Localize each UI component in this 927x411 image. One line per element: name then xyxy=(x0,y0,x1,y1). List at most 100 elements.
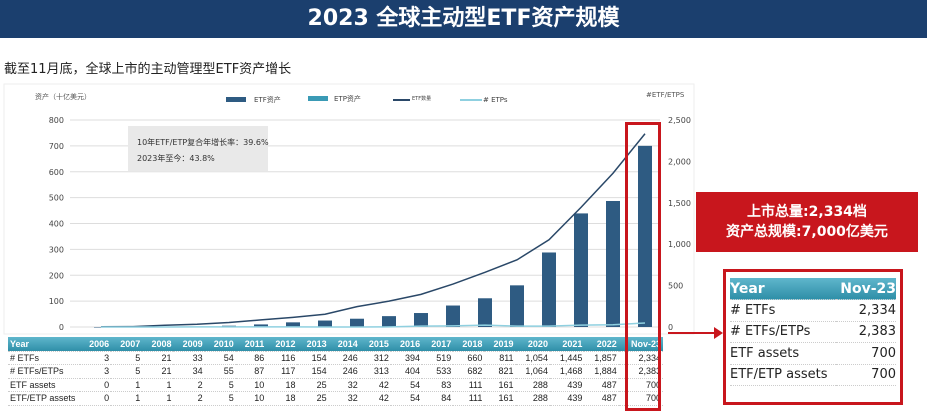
table-cell: ETF assets xyxy=(8,378,80,392)
table-cell: 821 xyxy=(484,364,516,379)
table-cell: 21 xyxy=(142,351,174,365)
table-cell: 2,334 xyxy=(835,299,896,322)
table-cell: 54 xyxy=(390,391,423,406)
table-cell: 700 xyxy=(835,342,896,365)
bar-etf-assets xyxy=(286,322,300,327)
bar-etf-assets xyxy=(414,313,428,327)
table-cell: 2020 xyxy=(515,337,550,352)
table-cell: Year xyxy=(8,337,80,352)
table-cell: 3 xyxy=(80,351,112,365)
table-cell: 54 xyxy=(204,351,236,365)
table-cell: 1 xyxy=(111,391,143,406)
table-cell: 111 xyxy=(453,391,485,406)
table-cell: 2,383 xyxy=(835,321,896,343)
table-cell: 2015 xyxy=(359,337,391,352)
bar-etf-assets xyxy=(478,298,492,327)
table-cell: ETF assets xyxy=(730,342,836,365)
table-cell: 2006 xyxy=(80,337,112,352)
table-cell: 32 xyxy=(328,391,360,406)
y-tick-label: 700 xyxy=(49,142,64,151)
table-cell: 682 xyxy=(453,364,485,379)
table-cell: Nov-23 xyxy=(835,278,896,300)
table-cell: 84 xyxy=(422,391,454,406)
highlight-frame xyxy=(625,122,661,411)
table-cell: 25 xyxy=(297,378,329,392)
table-cell: 1,884 xyxy=(584,364,619,379)
bar-etf-assets xyxy=(606,200,620,327)
y-tick-label: 500 xyxy=(49,194,64,203)
line-etf-count xyxy=(100,133,646,328)
table-cell: 394 xyxy=(390,351,423,365)
table-cell: 5 xyxy=(111,364,143,379)
subtitle: 截至11月底，全球上市的主动管理型ETF资产增长 xyxy=(4,62,292,77)
chart: 0 100 200 300 400 500 600 700 800 0 500 1,000 1,500 2… xyxy=(3,83,695,335)
table-cell: 54 xyxy=(390,378,423,392)
y-tick-label: 200 xyxy=(49,271,64,280)
table-cell: 404 xyxy=(390,364,423,379)
table-cell: 5 xyxy=(204,378,236,392)
table-cell: 10 xyxy=(235,391,267,406)
bar-etf-assets xyxy=(318,320,332,327)
table-row: Year Nov-23 xyxy=(730,278,896,300)
bar-etf-assets xyxy=(446,305,460,327)
table-cell: 1,857 xyxy=(584,351,619,365)
table-row: # ETFs 3 5 21 33 54 86 116 154 246 312 394 519 660 811… xyxy=(8,351,663,365)
table-cell: 111 xyxy=(453,378,485,392)
table-cell: # ETFs/ETPs xyxy=(730,321,836,343)
y-tick-label: 0 xyxy=(59,323,64,332)
table-cell: 288 xyxy=(515,378,550,392)
table-cell: 18 xyxy=(266,378,298,392)
bar-etf-assets xyxy=(510,285,524,327)
table-cell: 0 xyxy=(80,378,112,392)
bar-etf-assets xyxy=(638,145,652,327)
table-cell: 1 xyxy=(111,378,143,392)
table-row: # ETFs 2,334 xyxy=(730,299,896,322)
table-cell: 246 xyxy=(328,364,360,379)
table-cell: 2,334 xyxy=(618,351,663,365)
table-cell: # ETFs xyxy=(8,351,80,365)
table-cell: 2010 xyxy=(204,337,236,352)
bar-etf-assets xyxy=(350,318,364,327)
table-cell: 2016 xyxy=(390,337,423,352)
table-cell: 3 xyxy=(80,364,112,379)
y-tick-label: 300 xyxy=(49,245,64,254)
table-cell: 5 xyxy=(204,391,236,406)
legend-label: ETF资产 xyxy=(254,95,281,104)
y2-tick-label: 2,000 xyxy=(668,157,691,166)
arrowhead-icon xyxy=(714,327,723,339)
table-cell: 0 xyxy=(80,391,112,406)
y-tick-label: 800 xyxy=(49,116,64,125)
table-row: # ETFs/ETPs 3 5 21 34 55 87 117 154 246 313 404 533 6… xyxy=(8,364,663,379)
table-cell: 439 xyxy=(549,378,585,392)
y2-tick-label: 2,500 xyxy=(668,116,691,125)
table-row: Year 2006 2007 2008 2009 2010 2011 2012 2013 2014… xyxy=(8,337,663,352)
legend-label: ETF数量 xyxy=(412,95,431,102)
table-cell: ETF/ETP assets xyxy=(730,364,836,386)
y2-tick-label: 0 xyxy=(668,323,673,332)
table-cell: 2009 xyxy=(173,337,205,352)
table-cell: 700 xyxy=(618,391,663,406)
bar-etf-assets xyxy=(254,324,268,327)
table-cell: 33 xyxy=(173,351,205,365)
table-cell: Nov-23 xyxy=(618,337,663,352)
table-cell: 42 xyxy=(359,378,391,392)
table-cell: 55 xyxy=(204,364,236,379)
y-axis-label: 资产（十亿美元） xyxy=(35,92,91,101)
table-cell: 21 xyxy=(142,364,174,379)
table-cell: 42 xyxy=(359,391,391,406)
legend-label: # ETPs xyxy=(483,96,508,104)
table-cell: 700 xyxy=(835,364,896,386)
summary-table: Year Nov-23 # ETFs 2,334 # ETFs/ETPs 2,383 ETF… xyxy=(723,269,903,405)
arrow-icon xyxy=(668,332,718,334)
y2-tick-label: 1,000 xyxy=(668,240,691,249)
table-cell: 700 xyxy=(618,378,663,392)
table-cell: # ETFs xyxy=(730,299,836,322)
table-cell: 2,383 xyxy=(618,364,663,379)
table-cell: 1,064 xyxy=(515,364,550,379)
table-cell: 439 xyxy=(549,391,585,406)
table-cell: 288 xyxy=(515,391,550,406)
svg-text:2023年至今：43.8%: 2023年至今：43.8% xyxy=(137,153,215,163)
table-cell: 2018 xyxy=(453,337,485,352)
table-cell: 487 xyxy=(584,378,619,392)
table-cell: 2008 xyxy=(142,337,174,352)
